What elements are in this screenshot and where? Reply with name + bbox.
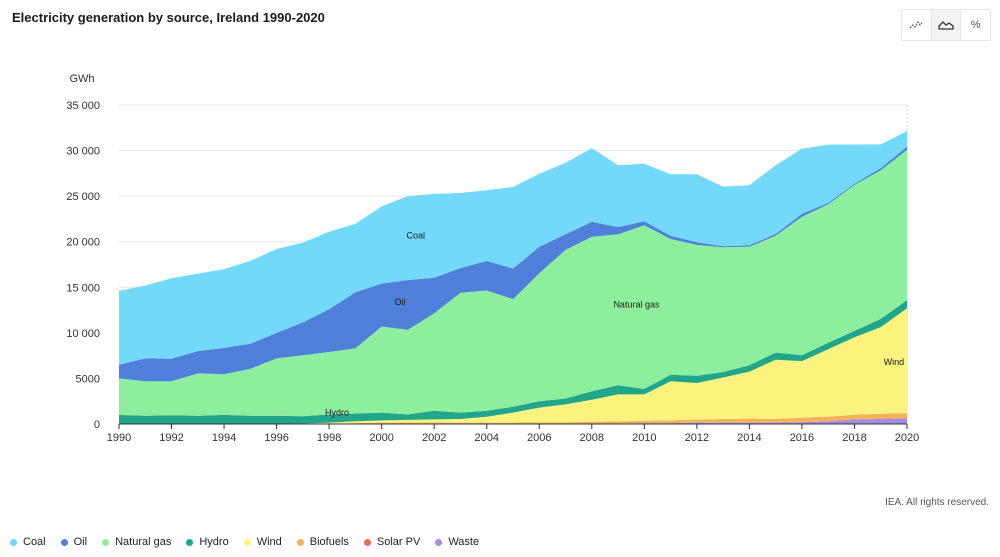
area-view-button[interactable] — [930, 10, 961, 40]
legend-label: Oil — [73, 536, 88, 548]
legend-item-natural-gas[interactable]: Natural gas — [102, 536, 171, 548]
area-series-oil[interactable] — [119, 146, 907, 382]
legend-item-coal[interactable]: Coal — [10, 536, 46, 548]
legend-item-wind[interactable]: Wind — [243, 536, 282, 548]
axes: 0 5000 10 000 15 000 20 000 25 000 30 000 35 00… — [66, 73, 919, 444]
legend-swatch — [102, 538, 110, 546]
area-series-coal[interactable] — [119, 131, 907, 365]
percent-view-button[interactable]: % — [960, 10, 991, 40]
x-tick-label: 2014 — [737, 432, 761, 444]
x-tick-label: 2008 — [580, 432, 604, 444]
legend-item-waste[interactable]: Waste — [435, 536, 479, 548]
legend-swatch — [186, 538, 194, 546]
x-tick-label: 1998 — [317, 432, 341, 444]
x-tick-label: 2020 — [895, 432, 919, 444]
series-annotation: Oil — [395, 297, 406, 307]
y-tick-label: 30 000 — [66, 146, 100, 158]
line-view-button[interactable] — [902, 10, 931, 40]
x-tick-label: 2006 — [527, 432, 551, 444]
y-tick-label: 5000 — [76, 373, 100, 385]
stacked-areas — [119, 131, 907, 424]
legend-item-biofuels[interactable]: Biofuels — [296, 536, 349, 548]
legend-item-solar-pv[interactable]: Solar PV — [363, 536, 421, 548]
y-tick-label: 20 000 — [66, 237, 100, 249]
x-tick-label: 2010 — [632, 432, 656, 444]
x-tick-label: 2000 — [369, 432, 393, 444]
x-tick-label: 1992 — [159, 432, 183, 444]
chart-title: Electricity generation by source, Irelan… — [12, 10, 325, 25]
legend-swatch — [243, 538, 251, 546]
y-tick-label: 0 — [94, 419, 100, 431]
y-tick-label: 10 000 — [66, 328, 100, 340]
area-series-waste[interactable] — [119, 418, 907, 425]
legend-label: Solar PV — [376, 536, 421, 548]
series-labels: Coal Oil Natural gas Wind Hydro — [325, 231, 904, 418]
series-annotation: Hydro — [325, 407, 349, 417]
y-axis-label: GWh — [69, 73, 94, 85]
credit-note: IEA. All rights reserved. — [885, 497, 989, 508]
x-tick-label: 2004 — [474, 432, 498, 444]
legend-item-oil[interactable]: Oil — [60, 536, 88, 548]
area-chart-icon — [938, 21, 954, 30]
y-tick-label: 15 000 — [66, 282, 100, 294]
y-tick-label: 25 000 — [66, 191, 100, 203]
series-annotation: Natural gas — [613, 299, 660, 309]
x-tick-label: 1990 — [107, 432, 131, 444]
area-series-natural-gas[interactable] — [119, 149, 907, 417]
chart-view-toolbar: % — [901, 9, 991, 41]
series-annotation: Wind — [884, 357, 905, 367]
y-tick-label: 35 000 — [66, 100, 100, 112]
legend-swatch — [296, 538, 304, 546]
legend-label: Biofuels — [309, 536, 349, 548]
legend-swatch — [60, 538, 68, 546]
chart-area: 0 5000 10 000 15 000 20 000 25 000 30 000 35 00… — [66, 73, 919, 444]
x-tick-label: 2012 — [685, 432, 709, 444]
legend-label: Wind — [256, 536, 282, 548]
legend-label: Coal — [23, 536, 46, 548]
area-series-biofuels[interactable] — [119, 413, 907, 424]
legend-label: Hydro — [199, 536, 229, 548]
legend-label: Waste — [448, 536, 480, 548]
legend-item-hydro[interactable]: Hydro — [186, 536, 229, 548]
legend-label: Natural gas — [115, 536, 172, 548]
x-tick-label: 2018 — [842, 432, 866, 444]
legend-swatch — [363, 538, 371, 546]
area-series-wind[interactable] — [119, 308, 907, 424]
series-annotation: Coal — [407, 231, 426, 241]
x-tick-label: 1996 — [264, 432, 288, 444]
line-chart-icon — [909, 20, 923, 29]
x-tick-label: 2016 — [790, 432, 814, 444]
legend-swatch — [10, 538, 17, 546]
x-tick-label: 1994 — [212, 432, 236, 444]
legend-swatch — [435, 538, 443, 546]
x-tick-label: 2002 — [422, 432, 446, 444]
chart-legend: Coal Oil Natural gas Hydro Wind Biofuels Solar… — [10, 536, 479, 548]
percent-icon: % — [970, 19, 981, 31]
